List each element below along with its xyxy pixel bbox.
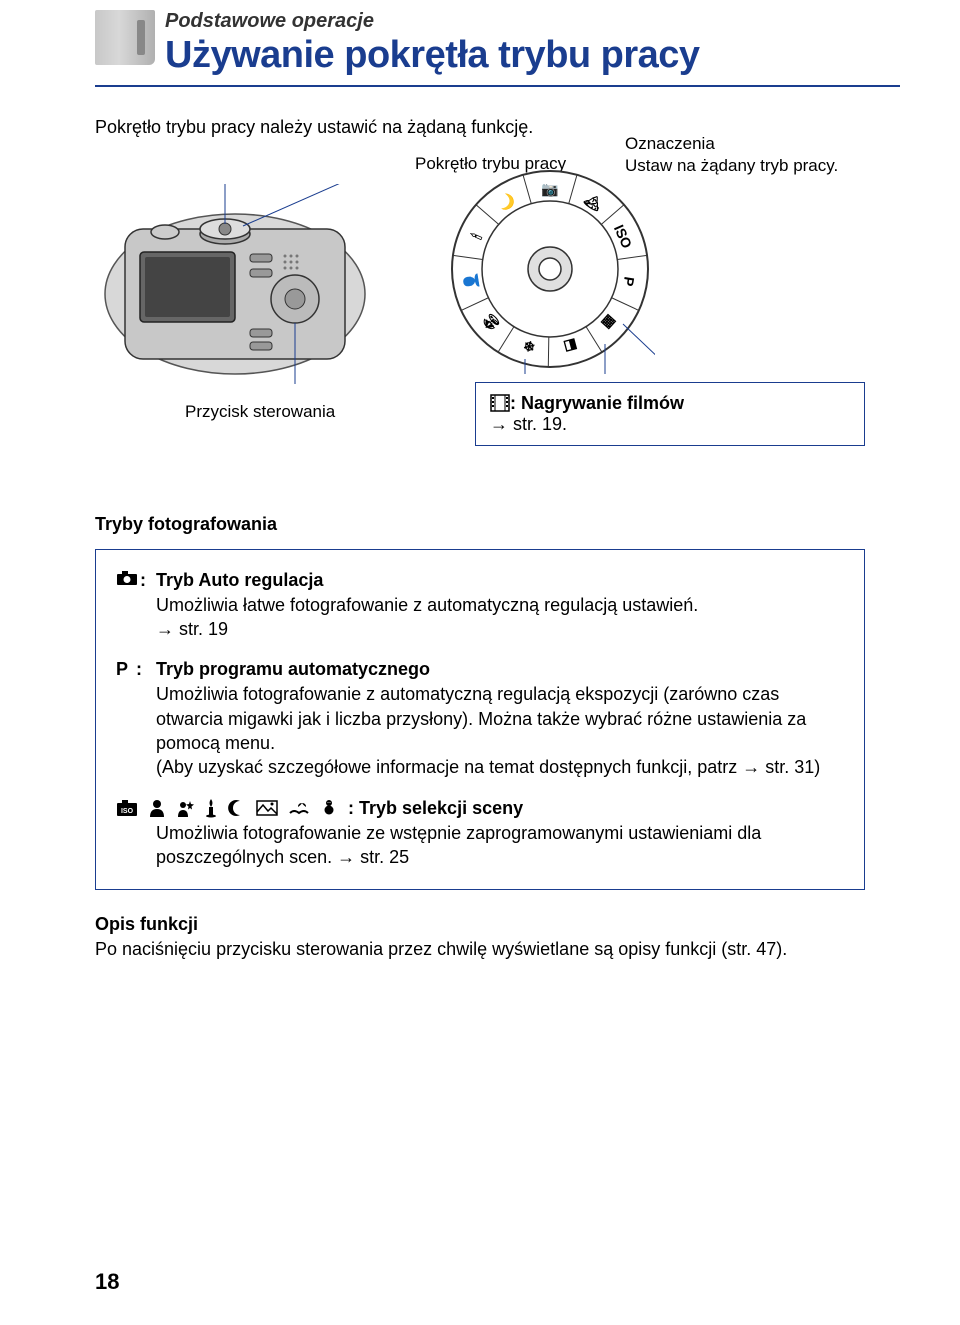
page-content: Pokrętło trybu pracy należy ustawić na ż… <box>0 87 960 960</box>
beach-icon <box>288 800 310 816</box>
control-button-label: Przycisk sterowania <box>185 402 335 422</box>
movie-title-text: : Nagrywanie filmów <box>510 393 684 413</box>
mode-program-desc2: (Aby uzyskać szczegółowe informacje na t… <box>156 755 844 779</box>
scene-title-text: : Tryb selekcji sceny <box>348 798 523 819</box>
mode-program-icon-col: P : <box>116 659 156 779</box>
page-header: Podstawowe operacje Używanie pokrętła tr… <box>0 0 960 77</box>
modes-box: : Tryb Auto regulacja Umożliwia łatwe fo… <box>95 549 865 890</box>
section-label: Podstawowe operacje <box>165 10 960 33</box>
mode-dial-illustration: 📷 🏔 ISO P ▦ ◧ 🌙 🕯 👤 🏖 ❄ <box>445 164 655 374</box>
candle-icon <box>204 798 218 818</box>
mode-program-desc: Umożliwia fotografowanie z automatyczną … <box>156 682 844 755</box>
mode-scene-desc: Umożliwia fotografowanie ze wstępnie zap… <box>116 821 844 870</box>
camera-illustration <box>95 184 375 384</box>
marks-label: Oznaczenia <box>625 134 715 154</box>
mode-auto-title: Tryb Auto regulacja <box>156 570 844 591</box>
auto-colon: : <box>140 570 146 591</box>
intro-text: Pokrętło trybu pracy należy ustawić na ż… <box>95 117 865 138</box>
opis-section: Opis funkcji Po naciśnięciu przycisku st… <box>95 914 865 960</box>
mode-program-title: Tryb programu automatycznego <box>156 659 844 680</box>
moon-icon <box>228 799 246 817</box>
mode-auto-ref: → str. 19 <box>156 617 844 641</box>
marks-sub-label: Ustaw na żądany tryb pracy. <box>625 156 838 176</box>
mode-scene: ISO : Tryb selekcji sceny Umożliwia foto… <box>116 798 844 870</box>
scene-icons-row: ISO : Tryb selekcji sceny <box>116 798 844 819</box>
snow-icon <box>320 799 338 817</box>
diagram-area: Pokrętło trybu pracy Oznaczenia Ustaw na… <box>95 154 865 504</box>
portrait-icon <box>148 799 166 817</box>
film-icon <box>490 394 510 412</box>
page-title: Używanie pokrętła trybu pracy <box>165 35 960 77</box>
camera-icon <box>116 570 138 586</box>
svg-text:ISO: ISO <box>121 808 134 815</box>
photo-modes-heading: Tryby fotografowania <box>95 514 865 535</box>
iso-icon: ISO <box>116 799 138 817</box>
twilight-portrait-icon <box>176 799 194 817</box>
movie-mode-box: : Nagrywanie filmów → str. 19. <box>475 382 865 446</box>
opis-title: Opis funkcji <box>95 914 865 935</box>
section-tab-icon <box>95 10 155 65</box>
program-symbol: P <box>116 659 128 680</box>
svg-text:📷: 📷 <box>541 181 558 198</box>
mode-program: P : Tryb programu automatycznego Umożliw… <box>116 659 844 779</box>
mode-auto-icon-col: : <box>116 570 156 642</box>
program-colon: : <box>136 659 142 680</box>
page-number: 18 <box>95 1269 119 1295</box>
movie-box-title: : Nagrywanie filmów <box>490 393 850 414</box>
landscape-icon <box>256 800 278 816</box>
opis-text: Po naciśnięciu przycisku sterowania prze… <box>95 939 865 960</box>
mode-auto-desc: Umożliwia łatwe fotografowanie z automat… <box>156 593 844 617</box>
mode-auto: : Tryb Auto regulacja Umożliwia łatwe fo… <box>116 570 844 642</box>
movie-ref: → str. 19. <box>490 414 850 435</box>
